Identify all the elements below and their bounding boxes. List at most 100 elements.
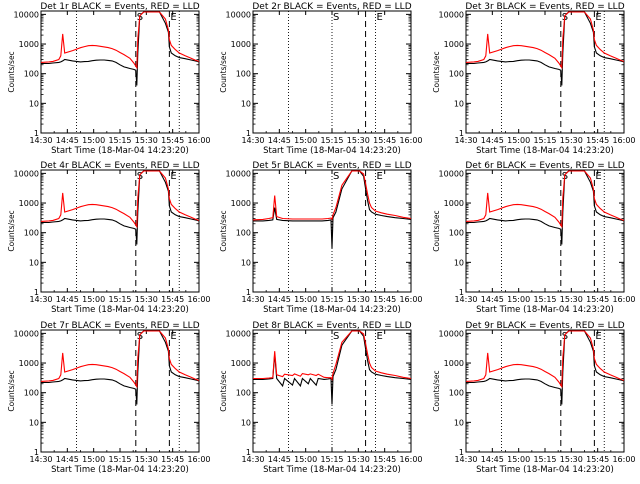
x-axis-label: Start Time (18-Mar-04 14:23:20)	[51, 146, 189, 156]
y-tick-label: 1	[246, 129, 251, 138]
marker-label: E	[595, 331, 601, 342]
marker-label: E	[170, 12, 176, 23]
y-tick-label: 1000	[444, 40, 464, 49]
chart-panel-6: Det 6r BLACK = Events, RED = LLD 1 10 100 10…	[432, 161, 636, 315]
x-tick-label: 15:30	[347, 295, 370, 304]
x-axis-label: Start Time (18-Mar-04 14:23:20)	[263, 305, 401, 315]
plot-frame	[465, 10, 625, 134]
series-line-lld	[41, 170, 199, 229]
x-tick-label: 15:15	[320, 136, 343, 145]
y-tick-label: 100	[236, 389, 251, 398]
x-tick-label: 14:30	[454, 136, 477, 145]
x-axis-label: Start Time (18-Mar-04 14:23:20)	[51, 305, 189, 315]
y-tick-label: 10	[29, 99, 39, 108]
y-tick-label: 1000	[19, 199, 39, 208]
x-tick-label: 15:45	[586, 295, 609, 304]
x-tick-label: 14:30	[454, 455, 477, 464]
x-tick-label: 15:45	[161, 295, 184, 304]
x-tick-label: 14:45	[56, 136, 79, 145]
x-tick-label: 15:00	[507, 455, 530, 464]
x-tick-label: 15:15	[108, 136, 131, 145]
x-axis-label: Start Time (18-Mar-04 14:23:20)	[476, 305, 614, 315]
x-tick-label: 14:45	[481, 136, 504, 145]
y-tick-label: 10000	[226, 169, 251, 178]
series-line-lld	[41, 11, 199, 70]
series-line-events	[41, 170, 199, 245]
y-tick-label: 10000	[226, 10, 251, 19]
x-tick-label: 15:45	[373, 136, 396, 145]
y-axis-label: Counts/sec	[219, 210, 228, 251]
marker-label: E	[376, 331, 382, 342]
x-tick-label: 15:15	[533, 455, 556, 464]
x-tick-label: 15:30	[135, 136, 158, 145]
plot-frame	[40, 10, 200, 134]
plot-frame	[40, 329, 200, 453]
x-tick-label: 14:30	[29, 455, 52, 464]
y-tick-label: 10	[454, 258, 464, 267]
y-tick-label: 1	[34, 288, 39, 297]
marker-label: E	[170, 331, 176, 342]
chart-title: Det 3r BLACK = Events, RED = LLD	[465, 2, 624, 12]
chart-panel-7: Det 7r BLACK = Events, RED = LLD 1 10 100 10…	[7, 321, 211, 475]
y-axis-label: Counts/sec	[7, 210, 16, 251]
y-tick-label: 10	[29, 418, 39, 427]
y-tick-label: 10000	[14, 10, 39, 19]
y-axis-label: Counts/sec	[432, 51, 441, 92]
x-tick-label: 16:00	[399, 295, 422, 304]
y-tick-label: 100	[24, 70, 39, 79]
chart-panel-8: Det 8r BLACK = Events, RED = LLD 1 10 100 10…	[219, 321, 423, 475]
y-tick-label: 1	[34, 129, 39, 138]
y-axis-label: Counts/sec	[432, 210, 441, 251]
x-tick-label: 15:30	[135, 295, 158, 304]
series-line-lld	[253, 170, 411, 221]
x-axis-label: Start Time (18-Mar-04 14:23:20)	[263, 465, 401, 475]
y-tick-label: 1	[459, 448, 464, 457]
marker-label: E	[376, 12, 382, 23]
y-tick-label: 100	[24, 229, 39, 238]
chart-title: Det 7r BLACK = Events, RED = LLD	[40, 321, 199, 331]
y-tick-label: 10000	[439, 169, 464, 178]
series-line-lld	[41, 330, 199, 389]
x-tick-label: 14:30	[241, 455, 264, 464]
x-tick-label: 15:00	[294, 295, 317, 304]
y-axis-label: Counts/sec	[219, 370, 228, 411]
marker-label: E	[595, 12, 601, 23]
y-tick-label: 1	[459, 288, 464, 297]
y-tick-label: 1	[246, 448, 251, 457]
x-tick-label: 15:30	[560, 295, 583, 304]
y-tick-label: 10000	[14, 169, 39, 178]
y-tick-label: 1000	[444, 199, 464, 208]
x-tick-label: 15:00	[82, 295, 105, 304]
series-line-events	[466, 330, 624, 405]
series-line-lld	[466, 11, 624, 70]
y-tick-label: 10000	[439, 329, 464, 338]
marker-label: S	[333, 171, 339, 182]
y-axis-label: Counts/sec	[219, 51, 228, 92]
x-tick-label: 15:45	[161, 136, 184, 145]
y-tick-label: 10	[241, 258, 251, 267]
y-tick-label: 1	[246, 288, 251, 297]
y-tick-label: 10000	[439, 10, 464, 19]
chart-panel-2: Det 2r BLACK = Events, RED = LLD 1 10 100 10…	[219, 2, 423, 156]
y-tick-label: 1000	[231, 40, 251, 49]
y-tick-label: 1000	[444, 359, 464, 368]
x-tick-label: 14:30	[29, 136, 52, 145]
y-tick-label: 1	[459, 129, 464, 138]
y-tick-label: 10	[241, 99, 251, 108]
x-tick-label: 15:45	[586, 136, 609, 145]
x-tick-label: 16:00	[187, 136, 210, 145]
x-tick-label: 15:15	[533, 295, 556, 304]
y-axis-label: Counts/sec	[7, 370, 16, 411]
x-tick-label: 15:30	[560, 136, 583, 145]
y-tick-label: 100	[236, 229, 251, 238]
y-tick-label: 100	[236, 70, 251, 79]
x-tick-label: 14:45	[268, 136, 291, 145]
marker-label: E	[376, 171, 382, 182]
x-tick-label: 14:45	[56, 295, 79, 304]
x-tick-label: 14:30	[29, 295, 52, 304]
marker-label: S	[333, 12, 339, 23]
x-tick-label: 15:15	[108, 455, 131, 464]
marker-label: E	[170, 171, 176, 182]
series-line-events	[41, 330, 199, 405]
